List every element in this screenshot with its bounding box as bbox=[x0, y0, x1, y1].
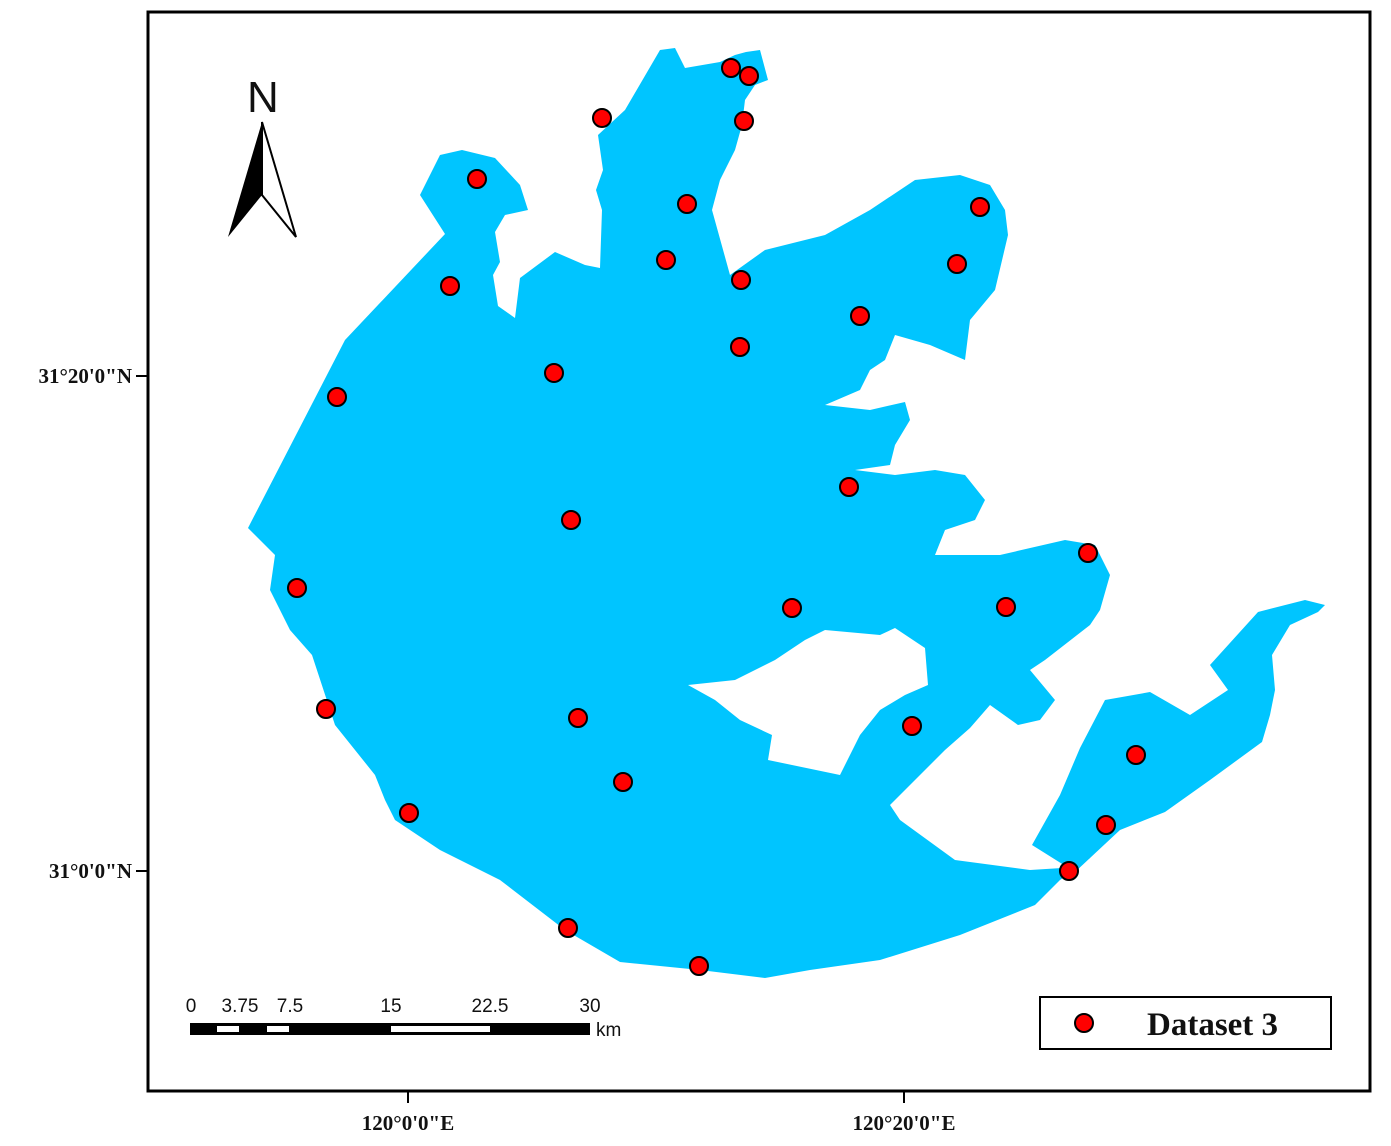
sample-point[interactable] bbox=[399, 803, 419, 823]
scale-bar-seg-white-2 bbox=[267, 1026, 289, 1032]
sample-point[interactable] bbox=[902, 716, 922, 736]
sample-point[interactable] bbox=[1096, 815, 1116, 835]
sample-point[interactable] bbox=[734, 111, 754, 131]
scale-bar-outline bbox=[190, 1023, 590, 1035]
legend-point-symbol bbox=[1074, 1013, 1094, 1033]
sample-point[interactable] bbox=[739, 66, 759, 86]
sample-point[interactable] bbox=[782, 598, 802, 618]
sample-point[interactable] bbox=[839, 477, 859, 497]
scale-unit: km bbox=[596, 1020, 621, 1041]
sample-point[interactable] bbox=[1059, 861, 1079, 881]
lat-label-1: 31°20'0"N bbox=[38, 364, 132, 388]
sample-point[interactable] bbox=[316, 699, 336, 719]
sample-point[interactable] bbox=[592, 108, 612, 128]
scale-tick-1: 3.75 bbox=[222, 996, 259, 1017]
sample-point[interactable] bbox=[327, 387, 347, 407]
sample-point[interactable] bbox=[561, 510, 581, 530]
sample-point[interactable] bbox=[287, 578, 307, 598]
lon-label-1: 120°0'0"E bbox=[362, 1111, 454, 1135]
lat-label-2: 31°0'0"N bbox=[49, 859, 132, 883]
legend-label: Dataset 3 bbox=[1147, 1007, 1278, 1043]
sample-point[interactable] bbox=[656, 250, 676, 270]
scale-tick-0: 0 bbox=[186, 996, 197, 1017]
sample-point[interactable] bbox=[558, 918, 578, 938]
sample-point[interactable] bbox=[613, 772, 633, 792]
lake-polygon bbox=[248, 48, 1110, 978]
scale-bar-seg-white-3 bbox=[391, 1026, 490, 1032]
lake-east-arm bbox=[1032, 600, 1325, 872]
sample-point[interactable] bbox=[721, 58, 741, 78]
lon-label-2: 120°20'0"E bbox=[853, 1111, 956, 1135]
scale-tick-3: 15 bbox=[380, 996, 401, 1017]
scale-bar: 0 3.75 7.5 15 22.5 30 km bbox=[186, 996, 622, 1041]
scale-tick-4: 22.5 bbox=[472, 996, 509, 1017]
scale-tick-5: 30 bbox=[579, 996, 600, 1017]
sample-point[interactable] bbox=[996, 597, 1016, 617]
sample-point[interactable] bbox=[440, 276, 460, 296]
north-arrow-right-half bbox=[261, 121, 297, 238]
sample-point[interactable] bbox=[1126, 745, 1146, 765]
sample-point[interactable] bbox=[568, 708, 588, 728]
sample-points bbox=[287, 58, 1146, 976]
scale-tick-2: 7.5 bbox=[277, 996, 303, 1017]
sample-point[interactable] bbox=[689, 956, 709, 976]
north-arrow: N bbox=[228, 73, 297, 238]
sample-point[interactable] bbox=[947, 254, 967, 274]
north-label: N bbox=[247, 73, 279, 122]
sample-point[interactable] bbox=[730, 337, 750, 357]
sample-point[interactable] bbox=[544, 363, 564, 383]
sample-point[interactable] bbox=[677, 194, 697, 214]
legend: Dataset 3 bbox=[1039, 996, 1332, 1050]
sample-point[interactable] bbox=[850, 306, 870, 326]
sample-point[interactable] bbox=[1078, 543, 1098, 563]
sample-point[interactable] bbox=[731, 270, 751, 290]
sample-point[interactable] bbox=[970, 197, 990, 217]
scale-bar-seg-white-1 bbox=[217, 1026, 239, 1032]
sample-point[interactable] bbox=[467, 169, 487, 189]
north-arrow-left-half bbox=[228, 122, 262, 237]
map-frame bbox=[146, 10, 1372, 1093]
